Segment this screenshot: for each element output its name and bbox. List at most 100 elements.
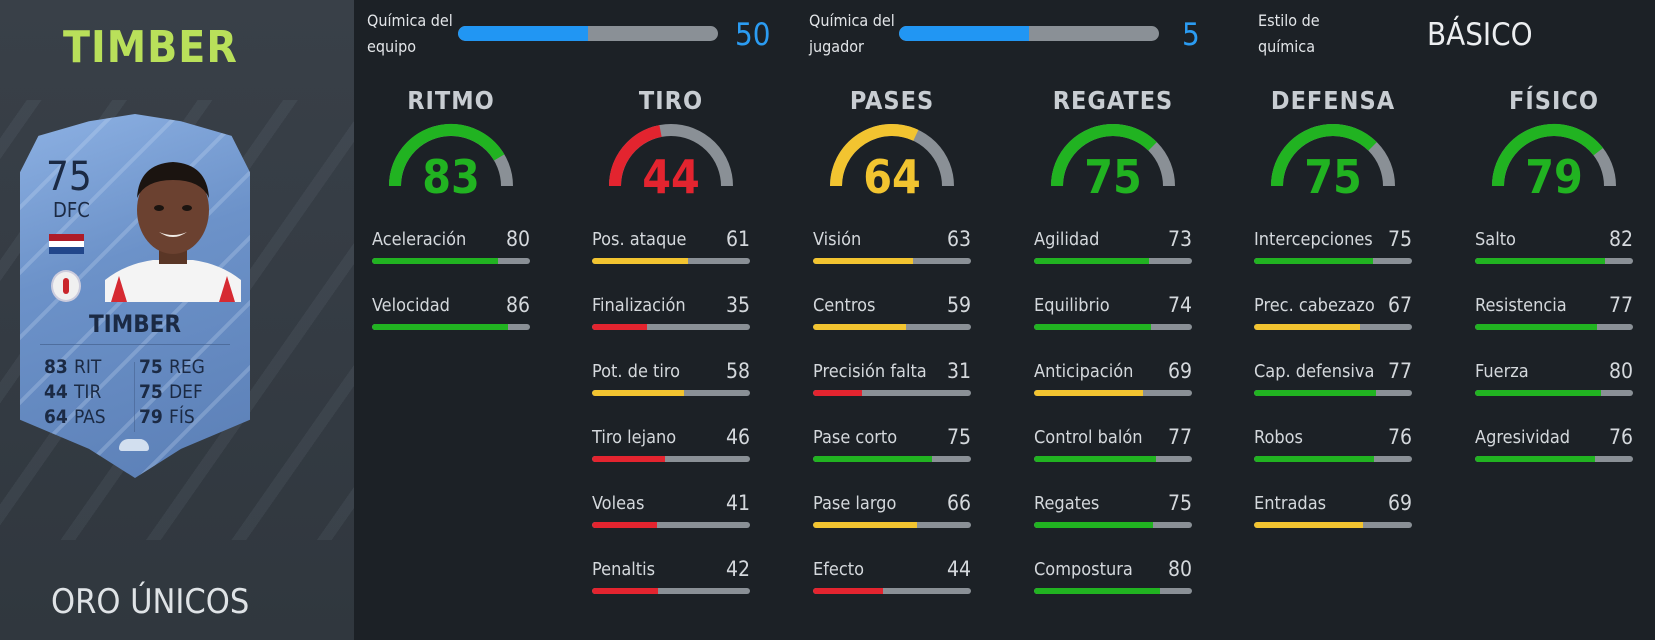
attribute-value: 61 <box>725 227 750 251</box>
netherlands-flag-icon <box>49 234 84 254</box>
attribute-bar-fill <box>1034 588 1161 594</box>
team-chemistry-label-line1: Química del <box>367 11 453 30</box>
attribute-bar-fill <box>1254 456 1375 462</box>
attribute-bar <box>1254 522 1412 528</box>
category-title: FÍSICO <box>1509 86 1599 115</box>
team-chemistry-value: 50 <box>735 17 771 53</box>
attribute-value: 31 <box>946 359 971 383</box>
player-portrait <box>105 162 241 302</box>
category-gauge-arc <box>609 124 733 187</box>
attribute-bar <box>1034 258 1192 264</box>
attribute-value: 86 <box>505 293 530 317</box>
category-value: 44 <box>642 150 700 204</box>
card-stat-value: 64 <box>44 406 68 428</box>
attribute-bar-fill <box>813 390 862 396</box>
attribute-bar <box>1475 258 1633 264</box>
flag-stripe-top <box>49 234 84 241</box>
attribute-list: Pos. ataque 61 Finalización 35 Pot. de tiro 5… <box>592 227 750 625</box>
category-column-3: REGATES 75 Agilidad 73 Equilibrio 74 Anticipac… <box>1034 86 1192 625</box>
attribute-name: Anticipación <box>1034 361 1134 382</box>
attribute-value: 67 <box>1387 293 1412 317</box>
attribute-bar-fill <box>1475 390 1602 396</box>
attribute-bar <box>1254 324 1412 330</box>
category-value: 64 <box>863 150 921 204</box>
team-chemistry-label-line2: equipo <box>367 37 417 56</box>
category-column-1: TIRO 44 Pos. ataque 61 Finalización 35 Pot. de… <box>592 86 750 625</box>
card-stat: 79 FÍS <box>139 406 234 431</box>
category-gauge-arc <box>1051 124 1175 187</box>
attribute-name: Centros <box>813 295 876 316</box>
card-stats-row: 83 RIT 75 REG <box>44 356 234 381</box>
attribute-bar <box>1475 390 1633 396</box>
attribute-bar <box>372 258 530 264</box>
player-chemistry-fill <box>899 26 1029 41</box>
attribute-name: Fuerza <box>1475 361 1529 382</box>
player-chemistry-label: Química del jugador <box>809 8 895 60</box>
attribute-name: Regates <box>1034 493 1100 514</box>
attribute-row: Equilibrio 74 <box>1034 293 1192 361</box>
attribute-row: Efecto 44 <box>813 557 971 625</box>
card-rarity: ORO ÚNICOS <box>51 582 250 622</box>
attribute-bar <box>1034 456 1192 462</box>
attribute-row: Fuerza 80 <box>1475 359 1633 427</box>
attribute-bar <box>1254 390 1412 396</box>
attribute-value: 76 <box>1608 425 1633 449</box>
attribute-bar <box>813 258 971 264</box>
chemistry-style-label-line2: química <box>1258 37 1316 56</box>
attribute-bar <box>1475 324 1633 330</box>
attribute-bar <box>1475 456 1633 462</box>
player-chemistry-label-line2: jugador <box>809 37 864 56</box>
attribute-row: Cap. defensiva 77 <box>1254 359 1412 427</box>
category-gauge-arc <box>830 124 954 187</box>
category-title: RITMO <box>407 86 495 115</box>
card-stats-divider <box>134 362 135 432</box>
card-player-name: TIMBER <box>88 310 182 338</box>
attribute-row: Finalización 35 <box>592 293 750 361</box>
attribute-value: 76 <box>1387 425 1412 449</box>
attribute-bar-fill <box>372 258 499 264</box>
attribute-value: 66 <box>946 491 971 515</box>
attribute-row: Pase corto 75 <box>813 425 971 493</box>
player-card[interactable]: 75 DFC TIMBER 83 RIT 75 REG <box>20 114 250 478</box>
attribute-row: Prec. cabezazo 67 <box>1254 293 1412 361</box>
attribute-list: Aceleración 80 Velocidad 86 <box>372 227 530 361</box>
attribute-bar-fill <box>813 456 932 462</box>
attribute-bar <box>592 456 750 462</box>
gauge-fill <box>609 125 662 187</box>
attribute-bar-fill <box>1034 522 1153 528</box>
card-stat-label: RIT <box>74 356 102 378</box>
attribute-name: Velocidad <box>372 295 450 316</box>
attribute-name: Efecto <box>813 559 865 580</box>
attribute-bar <box>1254 258 1412 264</box>
attribute-value: 80 <box>1608 359 1633 383</box>
card-stat-label: FÍS <box>169 406 195 428</box>
attribute-bar-fill <box>372 324 508 330</box>
card-stat-label: DEF <box>169 381 203 403</box>
attribute-row: Robos 76 <box>1254 425 1412 493</box>
attribute-row: Agilidad 73 <box>1034 227 1192 295</box>
attribute-value: 80 <box>505 227 530 251</box>
attribute-value: 41 <box>725 491 750 515</box>
attribute-row: Pot. de tiro 58 <box>592 359 750 427</box>
attribute-row: Aceleración 80 <box>372 227 530 295</box>
card-stat-value: 75 <box>139 381 163 403</box>
category-title: TIRO <box>638 86 704 115</box>
attribute-bar-fill <box>1034 390 1144 396</box>
attribute-row: Tiro lejano 46 <box>592 425 750 493</box>
attribute-row: Salto 82 <box>1475 227 1633 295</box>
category-gauge-arc <box>389 124 513 187</box>
card-stats-row: 64 PAS 79 FÍS <box>44 406 234 431</box>
attribute-value: 80 <box>1167 557 1192 581</box>
attribute-bar <box>1034 522 1192 528</box>
chemistry-style-value[interactable]: BÁSICO <box>1427 17 1533 53</box>
category-gauge-arc <box>1492 124 1616 187</box>
attribute-value: 59 <box>946 293 971 317</box>
card-stat: 64 PAS <box>44 406 139 431</box>
attribute-name: Pase largo <box>813 493 897 514</box>
category-gauge: 44 <box>592 122 750 204</box>
card-stat-label: TIR <box>74 381 102 403</box>
attribute-row: Compostura 80 <box>1034 557 1192 625</box>
attribute-bar-fill <box>813 324 907 330</box>
attribute-row: Voleas 41 <box>592 491 750 559</box>
attribute-bar <box>1034 390 1192 396</box>
